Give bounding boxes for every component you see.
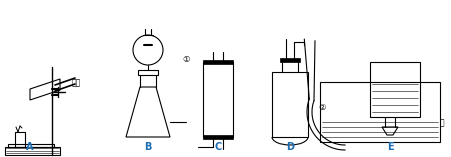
Text: ②: ②: [318, 103, 326, 112]
Bar: [8, 144, 54, 147]
Bar: [5, 147, 60, 155]
Bar: [272, 72, 308, 137]
Bar: [320, 82, 440, 142]
Text: E: E: [387, 142, 393, 152]
Bar: [280, 58, 300, 62]
Text: B: B: [144, 142, 152, 152]
Text: 水: 水: [440, 118, 445, 127]
Bar: [203, 62, 233, 137]
Bar: [370, 62, 420, 117]
Text: 棉花: 棉花: [72, 78, 81, 87]
Text: C: C: [214, 142, 221, 152]
Text: A: A: [26, 142, 34, 152]
Text: D: D: [286, 142, 294, 152]
Bar: [203, 135, 233, 139]
Bar: [203, 60, 233, 64]
Bar: [138, 70, 158, 75]
Text: ①: ①: [182, 55, 190, 64]
